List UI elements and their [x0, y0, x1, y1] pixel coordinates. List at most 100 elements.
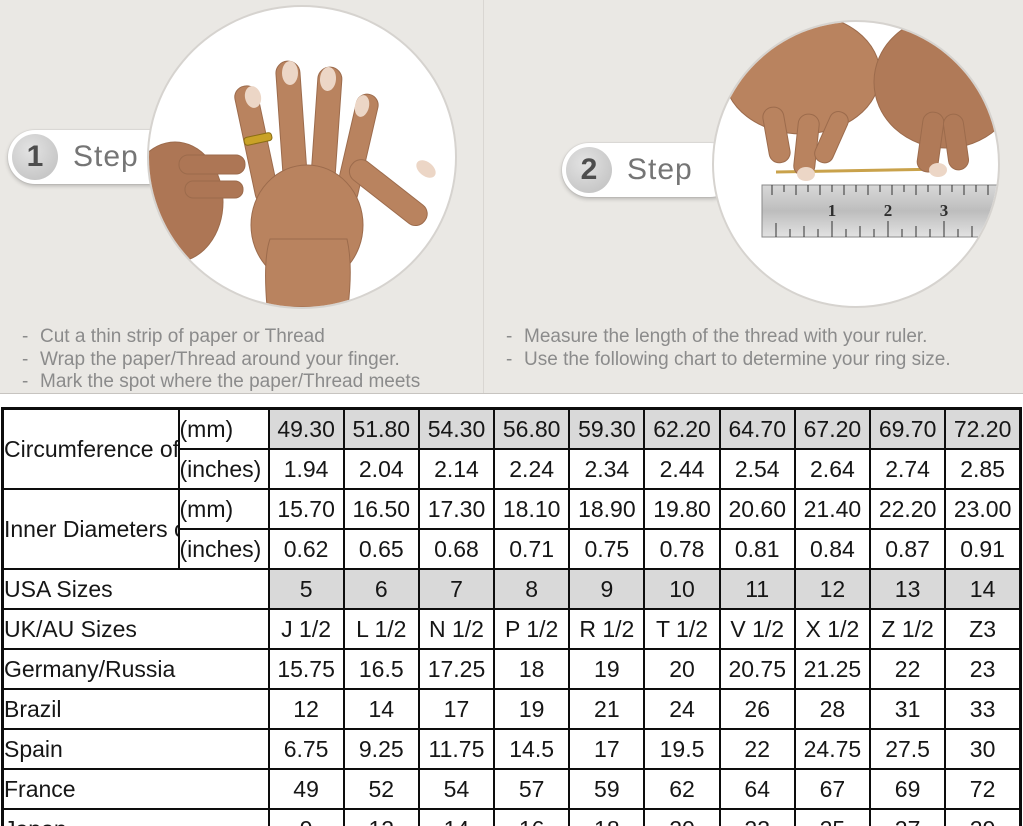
- bullet-dash: -: [22, 326, 29, 347]
- table-cell: 2.34: [568, 448, 646, 490]
- table-cell: 72: [944, 768, 1022, 810]
- bullet-dash: -: [506, 326, 513, 347]
- row-label: France: [1, 768, 270, 810]
- table-row: Spain 6.75 9.25 11.75 14.5 17 19.5 22 24.75 27.5 3…: [1, 728, 1022, 770]
- table-cell: 25: [793, 808, 872, 826]
- table-cell: 24: [643, 688, 721, 730]
- table-cell: 0.87: [868, 528, 947, 570]
- table-cell: 67.20: [793, 407, 872, 450]
- step2-number-circle: 2: [566, 147, 612, 193]
- table-cell: 0.68: [417, 528, 496, 570]
- table-cell: 0.62: [267, 528, 345, 570]
- table-cell: 21.25: [793, 648, 872, 690]
- table-cell: 59.30: [568, 407, 646, 450]
- table-cell: 13: [868, 568, 947, 610]
- table-cell: Z3: [944, 608, 1022, 650]
- table-cell: P 1/2: [493, 608, 571, 650]
- step1-number-circle: 1: [12, 134, 58, 180]
- table-cell: 2.24: [493, 448, 571, 490]
- table-cell: 18.90: [568, 488, 646, 530]
- table-cell: 69.70: [868, 407, 947, 450]
- bullet-dash: -: [22, 348, 29, 370]
- table-cell: 14.5: [493, 728, 571, 770]
- table-cell: 62: [643, 768, 721, 810]
- instruction-text: Measure the length of the thread with yo…: [524, 326, 928, 347]
- table-cell: 14: [342, 688, 420, 730]
- table-cell: 17.30: [417, 488, 496, 530]
- table-row: Circumference of Your Finger(mm)49.3051.…: [1, 407, 1022, 490]
- table-cell: 9: [267, 808, 345, 826]
- row-label: UK/AU Sizes: [1, 608, 270, 650]
- table-cell: 20.60: [718, 488, 796, 530]
- table-cell: 12: [793, 568, 872, 610]
- table-cell: 23.00: [944, 488, 1022, 530]
- step2-photo-circle: 1 2 3: [712, 20, 1000, 308]
- instruction-text: Mark the spot where the paper/Thread mee…: [40, 371, 421, 392]
- step2-label: Step: [627, 153, 693, 186]
- ring-size-table: Circumference of Your Finger(mm)49.3051.…: [1, 407, 1022, 826]
- table-cell: 0.91: [944, 528, 1022, 570]
- table-cell: 28: [793, 688, 872, 730]
- table-cell: 22.20: [868, 488, 947, 530]
- unit-label: (mm): [177, 488, 270, 530]
- table-cell: 54.30: [417, 407, 496, 450]
- table-cell: 64.70: [718, 407, 796, 450]
- instruction-line: - Wrap the paper/Thread around your finge…: [22, 349, 420, 372]
- table-cell: 9.25: [342, 728, 420, 770]
- table-cell: 2.85: [944, 448, 1022, 490]
- table-cell: 67: [793, 768, 872, 810]
- table-cell: 2.64: [793, 448, 872, 490]
- table-cell: 21.40: [793, 488, 872, 530]
- table-cell: 17: [417, 688, 496, 730]
- table-cell: 27: [868, 808, 947, 826]
- unit-label: (mm): [177, 407, 270, 450]
- table-cell: 2.54: [718, 448, 796, 490]
- instruction-text: Wrap the paper/Thread around your finger…: [40, 348, 400, 370]
- table-cell: 0.65: [342, 528, 420, 570]
- table-cell: 21: [568, 688, 646, 730]
- instruction-text: Use the following chart to determine you…: [524, 348, 951, 370]
- table-row: Japan9121416182023252729: [1, 808, 1022, 826]
- table-cell: 19.80: [643, 488, 721, 530]
- table-cell: 56.80: [493, 407, 571, 450]
- table-cell: 33: [944, 688, 1022, 730]
- table-cell: 2.04: [342, 448, 420, 490]
- table-cell: 2.14: [417, 448, 496, 490]
- table-cell: 10: [643, 568, 721, 610]
- table-row: France 49 52 54 57 59 62 64 67 69 72: [1, 768, 1022, 810]
- table-cell: 57: [493, 768, 571, 810]
- table-cell: 0.84: [793, 528, 872, 570]
- table-row: Inner Diameters of Rings(mm)15.7016.5017…: [1, 488, 1022, 570]
- table-cell: 16: [493, 808, 571, 826]
- instruction-line: - Mark the spot where the paper/Thread me…: [22, 371, 420, 394]
- table-row: Brazil 12 14 17 19 21 24 26 28 31 33: [1, 688, 1022, 730]
- table-cell: 64: [718, 768, 796, 810]
- table-cell: Z 1/2: [868, 608, 947, 650]
- table-cell: 0.71: [493, 528, 571, 570]
- table-cell: 23: [718, 808, 796, 826]
- table-cell: 12: [342, 808, 420, 826]
- instruction-text: Cut a thin strip of paper or Thread: [40, 326, 325, 347]
- hand-with-ring-illustration: [149, 60, 436, 307]
- bullet-dash: -: [22, 371, 29, 392]
- table-row: USA Sizes 5 6 7 8 9 10 11 12 13 14: [1, 568, 1022, 610]
- table-cell: X 1/2: [793, 608, 872, 650]
- table-cell: 20: [643, 648, 721, 690]
- unit-label: (inches): [177, 528, 270, 570]
- table-cell: 2.44: [643, 448, 721, 490]
- table-cell: 18: [493, 648, 571, 690]
- table-row: Germany/Russia 15.75 16.5 17.25 18 19 20 20.75 2…: [1, 648, 1022, 690]
- table-cell: 0.81: [718, 528, 796, 570]
- table-cell: 18: [568, 808, 646, 826]
- step2-instructions: - Measure the length of the thread with y…: [506, 326, 951, 371]
- table-cell: 17.25: [417, 648, 496, 690]
- table-cell: 6: [342, 568, 420, 610]
- row-label: USA Sizes: [1, 568, 270, 610]
- table-cell: 19.5: [643, 728, 721, 770]
- table-row: UK/AU Sizes J 1/2 L 1/2 N 1/2 P 1/2 R 1/2 T 1/…: [1, 608, 1022, 650]
- table-cell: 16.50: [342, 488, 420, 530]
- table-cell: 11: [718, 568, 796, 610]
- table-cell: L 1/2: [342, 608, 420, 650]
- table-cell: 23: [944, 648, 1022, 690]
- row-group-label: Circumference of Your Finger: [1, 407, 180, 490]
